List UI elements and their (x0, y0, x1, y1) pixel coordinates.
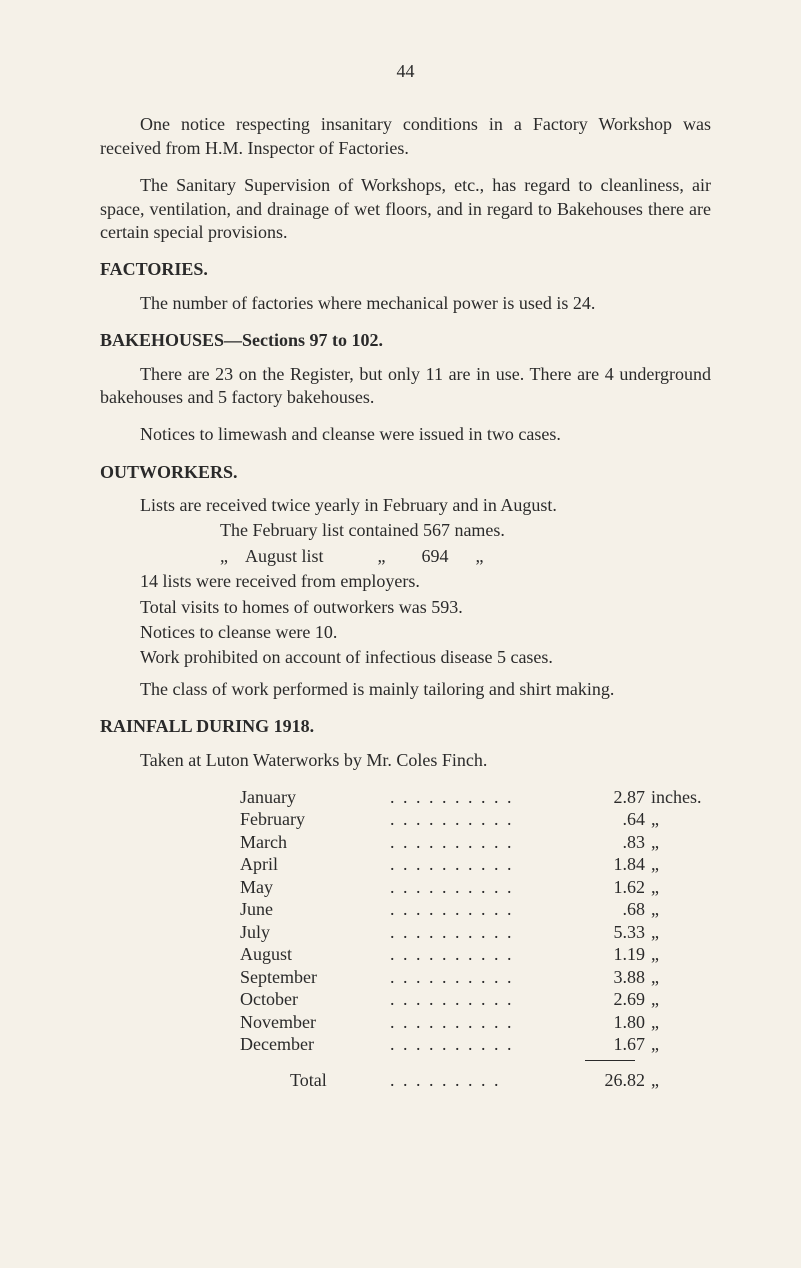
rule-row (240, 1056, 711, 1065)
table-row: May . . . . . . . . . . 1.62 „ (240, 876, 711, 899)
leader-dots: . . . . . . . . . . (390, 898, 585, 921)
unit-cell: inches. (651, 786, 711, 809)
total-row: Total . . . . . . . . . 26.82 „ (240, 1069, 711, 1092)
leader-dots: . . . . . . . . . . (390, 831, 585, 854)
month-cell: January (240, 786, 390, 809)
leader-dots: . . . . . . . . . . (390, 1033, 585, 1056)
unit-cell: „ (651, 898, 711, 921)
paragraph: The Sanitary Supervision of Workshops, e… (100, 174, 711, 244)
leader-dots: . . . . . . . . . . (390, 943, 585, 966)
line: The February list contained 567 names. (220, 519, 711, 542)
month-cell: August (240, 943, 390, 966)
month-cell: May (240, 876, 390, 899)
value-cell: 5.33 (585, 921, 651, 944)
table-row: July . . . . . . . . . . 5.33 „ (240, 921, 711, 944)
line: Work prohibited on account of infectious… (100, 646, 711, 669)
unit-cell: „ (651, 988, 711, 1011)
line: 14 lists were received from employers. (100, 570, 711, 593)
value-cell: 1.62 (585, 876, 651, 899)
paragraph: One notice respecting insanitary conditi… (100, 113, 711, 160)
value-cell: 1.67 (585, 1033, 651, 1056)
month-cell: July (240, 921, 390, 944)
rainfall-table: January . . . . . . . . . . 2.87 inches.… (240, 786, 711, 1092)
month-cell: March (240, 831, 390, 854)
unit-cell: „ (651, 1069, 711, 1092)
page-number: 44 (100, 60, 711, 83)
line: „ August list „ 694 „ (220, 545, 711, 568)
line: Notices to cleanse were 10. (100, 621, 711, 644)
heading-factories: FACTORIES. (100, 258, 711, 281)
heading-bakehouses: BAKEHOUSES—Sections 97 to 102. (100, 329, 711, 352)
table-row: October . . . . . . . . . . 2.69 „ (240, 988, 711, 1011)
leader-dots: . . . . . . . . . . (390, 966, 585, 989)
paragraph: The number of factories where mechanical… (100, 292, 711, 315)
value-cell: 3.88 (585, 966, 651, 989)
leader-dots: . . . . . . . . . . (390, 876, 585, 899)
unit-cell: „ (651, 853, 711, 876)
month-cell: June (240, 898, 390, 921)
month-cell: February (240, 808, 390, 831)
value-cell: .68 (585, 898, 651, 921)
unit-cell: „ (651, 1033, 711, 1056)
leader-dots: . . . . . . . . . (390, 1069, 585, 1092)
line: Total visits to homes of outworkers was … (100, 596, 711, 619)
leader-dots: . . . . . . . . . . (390, 853, 585, 876)
month-cell: December (240, 1033, 390, 1056)
unit-cell: „ (651, 831, 711, 854)
page: 44 One notice respecting insanitary cond… (0, 0, 801, 1268)
leader-dots: . . . . . . . . . . (390, 988, 585, 1011)
unit-cell: „ (651, 966, 711, 989)
heading-outworkers: OUTWORKERS. (100, 461, 711, 484)
value-cell: .83 (585, 831, 651, 854)
month-cell: April (240, 853, 390, 876)
total-value: 26.82 (585, 1069, 651, 1092)
table-row: April . . . . . . . . . . 1.84 „ (240, 853, 711, 876)
month-cell: November (240, 1011, 390, 1034)
unit-cell: „ (651, 943, 711, 966)
paragraph: There are 23 on the Register, but only 1… (100, 363, 711, 410)
rule (585, 1060, 635, 1061)
leader-dots: . . . . . . . . . . (390, 1011, 585, 1034)
table-row: November . . . . . . . . . . 1.80 „ (240, 1011, 711, 1034)
unit-cell: „ (651, 876, 711, 899)
table-row: January . . . . . . . . . . 2.87 inches. (240, 786, 711, 809)
paragraph: Taken at Luton Waterworks by Mr. Coles F… (100, 749, 711, 772)
value-cell: 1.19 (585, 943, 651, 966)
leader-dots: . . . . . . . . . . (390, 921, 585, 944)
leader-dots: . . . . . . . . . . (390, 786, 585, 809)
total-label: Total (240, 1069, 390, 1092)
table-row: February . . . . . . . . . . .64 „ (240, 808, 711, 831)
month-cell: September (240, 966, 390, 989)
table-row: June . . . . . . . . . . .68 „ (240, 898, 711, 921)
table-row: August . . . . . . . . . . 1.19 „ (240, 943, 711, 966)
table-row: March . . . . . . . . . . .83 „ (240, 831, 711, 854)
month-cell: October (240, 988, 390, 1011)
paragraph: The class of work performed is mainly ta… (100, 678, 711, 701)
heading-rainfall: RAINFALL DURING 1918. (100, 715, 711, 738)
unit-cell: „ (651, 921, 711, 944)
unit-cell: „ (651, 1011, 711, 1034)
unit-cell: „ (651, 808, 711, 831)
line: Lists are received twice yearly in Febru… (100, 494, 711, 517)
outworkers-block: Lists are received twice yearly in Febru… (100, 494, 711, 670)
value-cell: .64 (585, 808, 651, 831)
table-row: September . . . . . . . . . . 3.88 „ (240, 966, 711, 989)
leader-dots: . . . . . . . . . . (390, 808, 585, 831)
value-cell: 2.87 (585, 786, 651, 809)
value-cell: 1.84 (585, 853, 651, 876)
value-cell: 1.80 (585, 1011, 651, 1034)
value-cell: 2.69 (585, 988, 651, 1011)
paragraph: Notices to limewash and cleanse were iss… (100, 423, 711, 446)
table-row: December . . . . . . . . . . 1.67 „ (240, 1033, 711, 1056)
